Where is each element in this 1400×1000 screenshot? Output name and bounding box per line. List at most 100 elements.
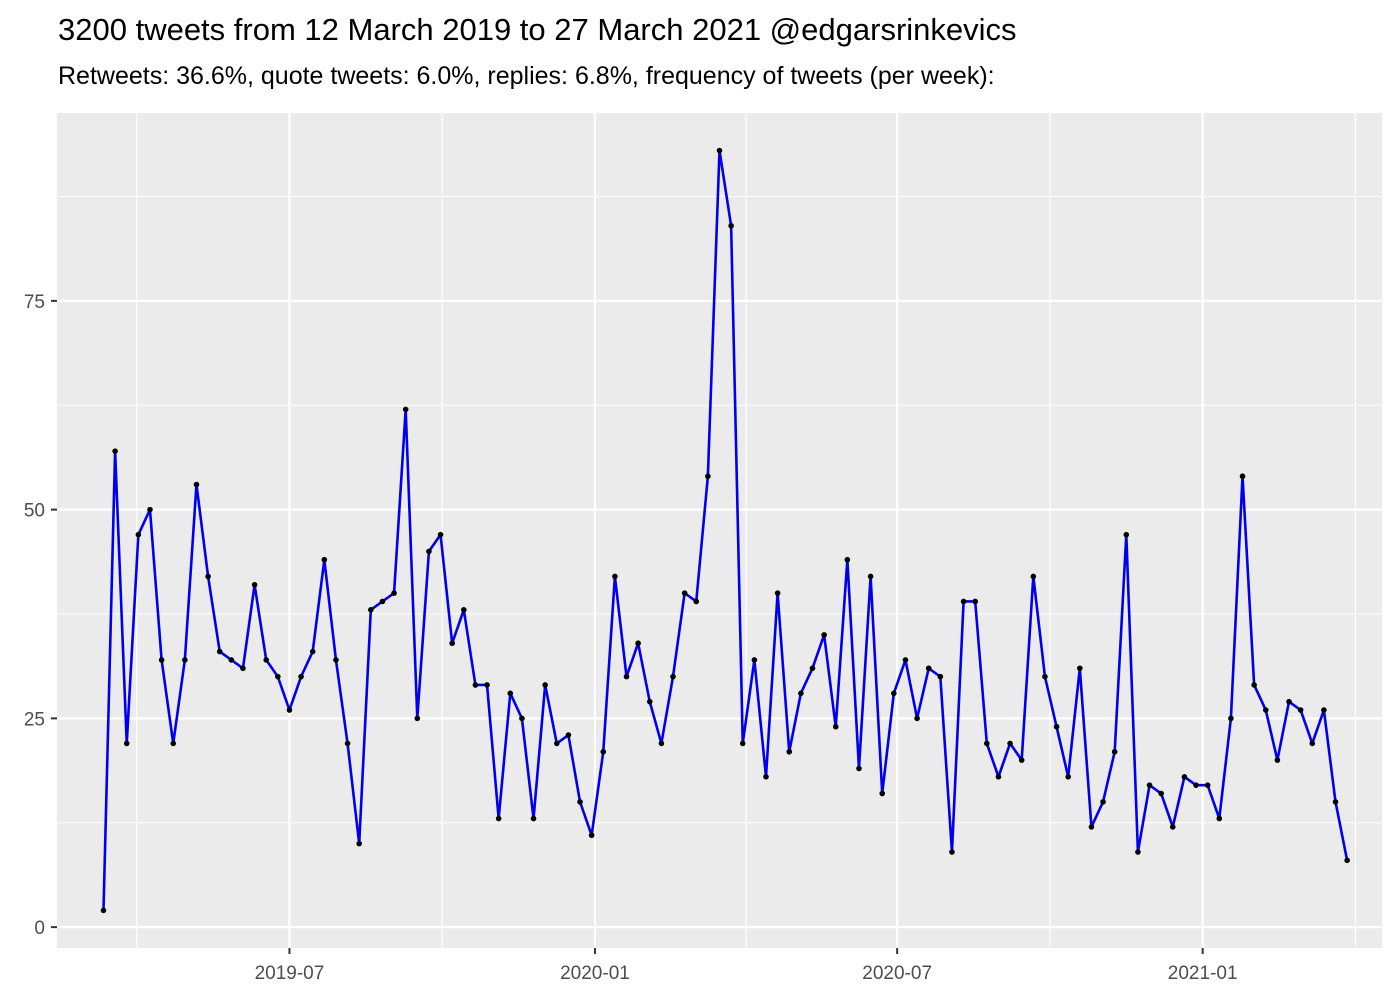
data-point: [1146, 782, 1153, 788]
data-point: [263, 657, 270, 663]
data-point: [158, 657, 165, 663]
data-point: [844, 556, 851, 563]
data-point: [402, 406, 409, 413]
data-point: [182, 657, 188, 663]
data-point: [588, 832, 595, 839]
data-point: [1007, 740, 1013, 747]
plot-panel: [57, 113, 1382, 948]
data-point: [670, 673, 676, 680]
data-point: [1321, 707, 1327, 713]
data-point: [1065, 774, 1071, 780]
data-point: [1286, 698, 1292, 705]
data-point: [379, 598, 386, 605]
y-tick-label: 25: [24, 709, 45, 730]
data-point: [147, 506, 153, 513]
data-point: [867, 573, 874, 580]
data-point: [1216, 815, 1223, 822]
data-point: [832, 723, 839, 730]
data-point: [449, 640, 455, 647]
data-point: [1262, 707, 1269, 713]
data-point: [1193, 782, 1199, 788]
data-point: [623, 673, 630, 680]
data-point: [356, 840, 362, 847]
data-point: [1204, 782, 1211, 788]
chart-subtitle: Retweets: 36.6%, quote tweets: 6.0%, rep…: [58, 62, 995, 90]
data-point: [344, 740, 351, 747]
data-point: [972, 598, 978, 605]
data-point: [565, 732, 572, 738]
data-point: [205, 573, 211, 580]
data-point: [763, 774, 769, 780]
data-point: [1332, 799, 1339, 805]
data-point: [798, 690, 804, 697]
data-point: [612, 573, 618, 580]
data-point: [530, 815, 537, 822]
data-point: [728, 222, 734, 229]
chart-title: 3200 tweets from 12 March 2019 to 27 Mar…: [58, 12, 1017, 47]
data-point: [426, 548, 432, 555]
data-point: [391, 590, 397, 596]
data-point: [1309, 740, 1316, 747]
data-point: [1123, 531, 1130, 538]
data-point: [751, 657, 758, 663]
data-point: [1228, 715, 1234, 722]
data-point: [774, 590, 781, 596]
data-point: [809, 665, 816, 672]
data-point: [240, 665, 246, 672]
data-point: [925, 665, 932, 672]
data-point: [484, 682, 490, 688]
data-point: [716, 147, 723, 154]
data-point: [856, 765, 862, 772]
y-tick-label: 0: [34, 918, 45, 939]
data-point: [891, 690, 897, 697]
data-point: [1239, 473, 1246, 480]
data-point: [286, 707, 293, 713]
data-point: [135, 531, 142, 538]
data-point: [507, 690, 514, 697]
data-point: [949, 849, 955, 855]
data-point: [100, 907, 107, 914]
data-point: [705, 473, 711, 480]
data-point: [298, 673, 304, 680]
series-line: [102, 149, 1349, 911]
data-point: [472, 682, 479, 688]
data-point: [739, 740, 746, 747]
y-tick-label: 50: [24, 501, 45, 522]
data-point: [170, 740, 177, 747]
data-point: [437, 531, 444, 538]
x-axis: 2019-07 2020-01 2020-07 2021-01: [255, 948, 1238, 984]
data-point: [461, 607, 467, 613]
data-point: [1169, 824, 1176, 830]
data-point: [495, 815, 502, 822]
data-point: [1053, 723, 1060, 730]
data-point: [1297, 707, 1304, 713]
data-point: [995, 774, 1002, 780]
data-point: [635, 640, 641, 647]
data-points: [100, 147, 1350, 914]
data-point: [414, 715, 421, 722]
data-point: [1158, 790, 1164, 797]
data-point: [960, 598, 967, 605]
data-point: [216, 648, 223, 655]
data-point: [275, 673, 281, 680]
data-point: [251, 581, 258, 588]
data-point: [1077, 665, 1083, 672]
data-point: [309, 648, 316, 655]
data-point: [1181, 774, 1188, 780]
data-point: [1030, 573, 1037, 580]
data-point: [1274, 757, 1281, 763]
y-tick-label: 75: [24, 292, 45, 313]
data-point: [321, 556, 328, 563]
data-point: [123, 740, 130, 747]
data-point: [553, 740, 560, 747]
data-point: [600, 748, 607, 755]
major-gridlines: [57, 113, 1382, 948]
x-tick-label: 2021-01: [1168, 963, 1238, 984]
data-point: [368, 607, 374, 613]
data-point: [914, 715, 920, 722]
minor-gridlines: [57, 113, 1382, 948]
data-point: [1344, 857, 1350, 864]
data-point: [333, 657, 339, 663]
data-point: [786, 748, 793, 755]
